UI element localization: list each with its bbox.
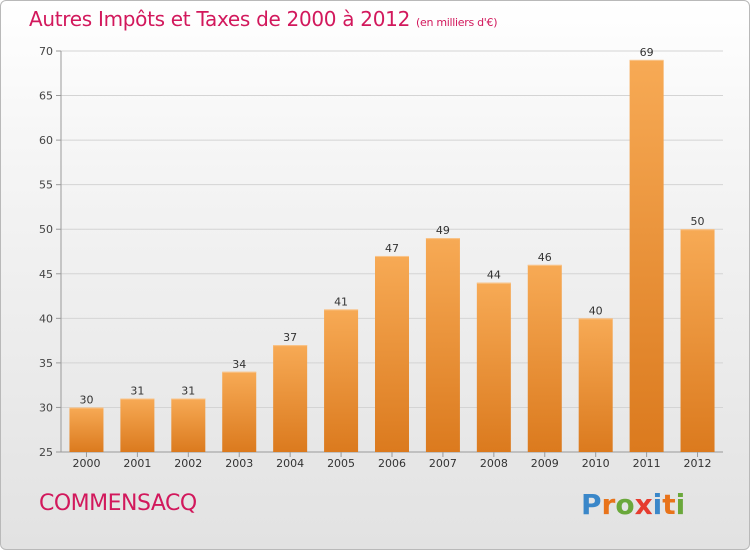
bar-2009 xyxy=(527,264,562,452)
x-tick-label-2010: 2010 xyxy=(582,457,610,470)
x-tick-label-2003: 2003 xyxy=(225,457,253,470)
chart-title: Autres Impôts et Taxes de 2000 à 2012 (en… xyxy=(29,7,497,31)
bar-2007 xyxy=(425,238,460,452)
logo-letter: x xyxy=(634,488,653,521)
logo-letter: i xyxy=(652,488,663,521)
x-tick-label-2005: 2005 xyxy=(327,457,355,470)
x-tick-label-2002: 2002 xyxy=(174,457,202,470)
y-tick-label: 25 xyxy=(39,446,53,459)
y-tick-label: 40 xyxy=(39,312,53,325)
data-label-2007: 49 xyxy=(436,224,450,237)
data-label-2002: 31 xyxy=(181,385,195,398)
x-tick-label-2011: 2011 xyxy=(633,457,661,470)
bar-2004 xyxy=(273,345,308,452)
x-tick-label-2001: 2001 xyxy=(123,457,151,470)
logo-letter: r xyxy=(601,488,616,521)
data-label-2003: 34 xyxy=(232,358,246,371)
bar-2012 xyxy=(680,229,715,452)
data-label-2004: 37 xyxy=(283,331,297,344)
y-tick-label: 50 xyxy=(39,223,53,236)
x-tick-label-2008: 2008 xyxy=(480,457,508,470)
x-tick-label-2006: 2006 xyxy=(378,457,406,470)
y-tick-label: 65 xyxy=(39,90,53,103)
bar-2006 xyxy=(375,255,409,452)
x-tick-label-2012: 2012 xyxy=(684,457,712,470)
proxiti-logo[interactable]: Proxiti xyxy=(581,488,685,521)
bar-2010 xyxy=(578,318,613,452)
bar-2002 xyxy=(171,398,206,452)
y-tick-label: 70 xyxy=(39,45,53,58)
data-label-2012: 50 xyxy=(691,215,705,228)
bar-2008 xyxy=(476,282,511,452)
logo-letter: t xyxy=(662,488,676,521)
data-label-2009: 46 xyxy=(538,251,552,264)
bars: 30 31 31 34 37 41 47 49 44 46 40 69 50 xyxy=(69,46,715,453)
x-tick-label-2000: 2000 xyxy=(72,457,100,470)
bar-2000 xyxy=(69,407,104,452)
logo-letter: o xyxy=(615,488,635,521)
x-axis-ticks: 2000 2001 2002 2003 2004 2005 2006 2007 2008 2009… xyxy=(72,452,712,470)
title-text: Autres Impôts et Taxes de 2000 à 2012 xyxy=(29,7,410,31)
bar-2003 xyxy=(222,371,257,452)
x-tick-label-2007: 2007 xyxy=(429,457,457,470)
data-label-2011: 69 xyxy=(640,46,654,59)
bar-2005 xyxy=(324,309,359,452)
bar-2001 xyxy=(120,398,155,452)
data-label-2006: 47 xyxy=(385,242,399,255)
data-label-2005: 41 xyxy=(334,295,348,308)
bar-2011 xyxy=(629,59,664,453)
logo-letter: P xyxy=(581,488,602,521)
data-label-2008: 44 xyxy=(487,269,501,282)
commune-name: COMMENSACQ xyxy=(39,491,197,516)
title-unit: (en milliers d'€) xyxy=(416,16,498,29)
y-tick-label: 35 xyxy=(39,357,53,370)
y-axis-ticks: 25 30 35 40 45 50 55 60 65 70 xyxy=(39,45,62,459)
data-label-2000: 30 xyxy=(79,393,93,406)
data-label-2010: 40 xyxy=(589,304,603,317)
logo-letter: i xyxy=(675,488,686,521)
x-tick-label-2004: 2004 xyxy=(276,457,304,470)
y-tick-label: 45 xyxy=(39,268,53,281)
y-tick-label: 55 xyxy=(39,179,53,192)
y-tick-label: 60 xyxy=(39,134,53,147)
data-label-2001: 31 xyxy=(130,385,144,398)
y-tick-label: 30 xyxy=(39,401,53,414)
x-tick-label-2009: 2009 xyxy=(531,457,559,470)
